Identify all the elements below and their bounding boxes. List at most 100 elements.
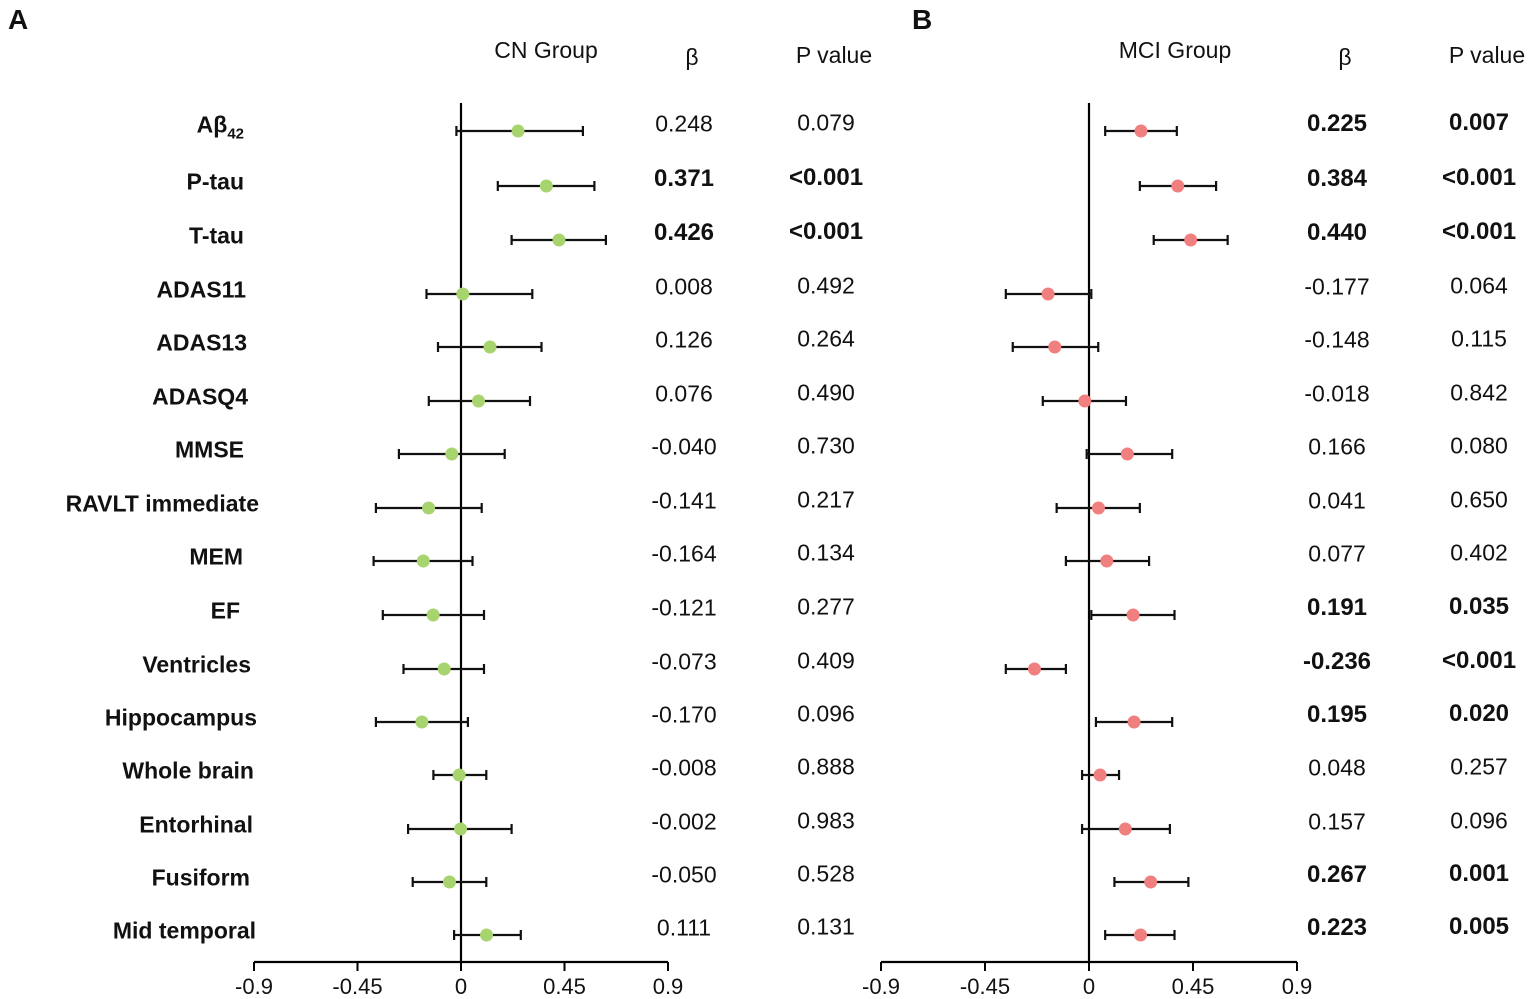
x-axis-tick-label: -0.45 — [960, 974, 1010, 999]
beta-point-marker — [452, 768, 466, 782]
beta-value: -0.170 — [651, 701, 717, 728]
beta-point-marker — [480, 928, 494, 942]
beta-column-header: β — [1338, 44, 1352, 70]
beta-point-marker — [1120, 447, 1134, 461]
beta-point-marker — [1118, 822, 1132, 836]
beta-value: -0.164 — [651, 540, 717, 567]
beta-point-marker — [426, 608, 440, 622]
beta-value: 0.157 — [1308, 808, 1366, 835]
beta-value: 0.195 — [1306, 701, 1368, 728]
beta-value: 0.111 — [656, 914, 712, 941]
p-value: 0.983 — [797, 807, 855, 834]
beta-value: 0.191 — [1306, 594, 1368, 621]
p-value: 0.257 — [1450, 753, 1508, 780]
beta-point-marker — [511, 124, 525, 138]
beta-point-marker — [1134, 928, 1148, 942]
p-value: 0.402 — [1450, 539, 1508, 566]
beta-point-marker — [443, 875, 456, 889]
p-value: 0.264 — [797, 325, 855, 352]
beta-value: 0.041 — [1308, 487, 1366, 514]
beta-value: -0.236 — [1302, 648, 1372, 675]
panel-letter: B — [912, 4, 933, 35]
p-value: <0.001 — [788, 218, 864, 245]
p-value: 0.730 — [797, 432, 855, 459]
row-label-text: Fusiform — [151, 864, 250, 891]
x-axis-tick-label: 0 — [1083, 974, 1095, 999]
beta-value: 0.008 — [655, 273, 713, 300]
beta-point-marker — [1184, 233, 1198, 247]
beta-point-marker — [1041, 287, 1055, 301]
x-axis-tick-label: 0 — [455, 974, 467, 999]
row-label-text: Hippocampus — [104, 704, 257, 731]
row-label: Whole brain — [122, 758, 254, 785]
row-label-text: ADAS13 — [156, 329, 247, 356]
p-value: 0.650 — [1450, 486, 1508, 513]
row-label-text: ADASQ4 — [152, 383, 248, 410]
row-label-text: Mid temporal — [112, 917, 256, 944]
beta-point-marker — [471, 394, 485, 408]
beta-point-marker — [483, 340, 497, 354]
row-label: RAVLT immediate — [66, 491, 259, 518]
beta-point-marker — [1027, 662, 1041, 676]
beta-point-marker — [1078, 394, 1092, 408]
row-label-text: Aβ — [196, 111, 228, 138]
beta-value: -0.141 — [651, 487, 717, 514]
beta-value: -0.148 — [1304, 326, 1370, 353]
beta-value: 0.384 — [1306, 165, 1368, 192]
row-label-text: Entorhinal — [139, 811, 253, 838]
beta-point-marker — [1126, 608, 1140, 622]
p-value: 0.020 — [1448, 700, 1510, 727]
p-value: 0.492 — [797, 272, 855, 299]
row-label-text: RAVLT immediate — [65, 490, 259, 517]
p-value: 0.217 — [797, 486, 855, 513]
row-label: Mid temporal — [113, 918, 256, 945]
p-value: <0.001 — [1441, 164, 1517, 191]
beta-value: -0.018 — [1304, 380, 1370, 407]
p-value: <0.001 — [1441, 647, 1517, 674]
row-label: T-tau — [189, 223, 244, 250]
beta-point-marker — [1144, 875, 1158, 889]
beta-point-marker — [552, 233, 566, 247]
beta-point-marker — [456, 287, 470, 301]
beta-value: 0.248 — [655, 110, 713, 137]
beta-value: 0.126 — [655, 326, 713, 353]
x-axis-tick-label: 0.45 — [1172, 974, 1215, 999]
beta-value: -0.073 — [651, 648, 717, 675]
row-label: EF — [211, 598, 240, 625]
row-label: MEM — [189, 544, 243, 571]
p-value: <0.001 — [788, 164, 864, 191]
beta-value: -0.002 — [651, 808, 717, 835]
row-label-text: T-tau — [189, 222, 244, 249]
p-value: 0.131 — [797, 913, 855, 940]
beta-point-marker — [445, 447, 459, 461]
p-value: 0.080 — [1450, 432, 1508, 459]
group-title: CN Group — [494, 37, 598, 63]
beta-value: 0.426 — [653, 219, 715, 246]
row-label-text: Whole brain — [122, 757, 254, 784]
beta-value: -0.040 — [651, 433, 717, 460]
p-value: 0.001 — [1448, 860, 1510, 887]
p-value: 0.842 — [1450, 379, 1508, 406]
p-value: <0.001 — [1441, 218, 1517, 245]
row-label: Entorhinal — [139, 812, 253, 839]
row-label: Hippocampus — [105, 705, 257, 732]
row-label-text: MMSE — [175, 436, 244, 463]
beta-point-marker — [1093, 768, 1107, 782]
row-label-text: ADAS11 — [156, 276, 246, 303]
x-axis-tick-label: -0.9 — [235, 974, 273, 999]
beta-value: 0.440 — [1306, 219, 1368, 246]
beta-value: 0.077 — [1308, 540, 1366, 567]
beta-value: 0.048 — [1308, 754, 1366, 781]
row-label: P-tau — [187, 169, 245, 196]
row-label-text: P-tau — [186, 168, 245, 195]
group-title: MCI Group — [1118, 37, 1232, 63]
beta-value: 0.371 — [653, 165, 715, 192]
beta-point-marker — [415, 715, 429, 729]
row-label-text: EF — [210, 597, 240, 624]
p-value: 0.096 — [797, 700, 855, 727]
beta-point-marker — [422, 501, 436, 515]
beta-value: 0.076 — [655, 380, 713, 407]
x-axis-tick-label: 0.9 — [653, 974, 684, 999]
